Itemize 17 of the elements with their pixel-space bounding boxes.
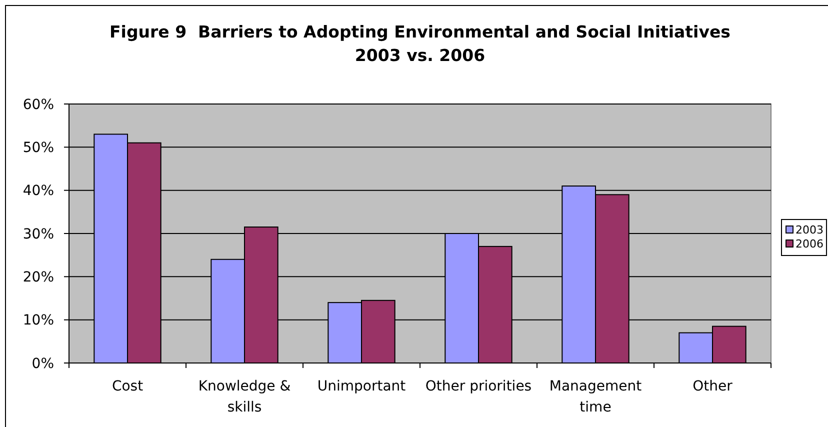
y-tick-label: 50% [22, 140, 54, 156]
y-tick-label: 30% [22, 226, 54, 242]
x-tick-label: Other [692, 378, 733, 394]
x-tick-label: Management time [549, 378, 642, 416]
y-tick-label: 0% [32, 356, 54, 372]
x-tick-label: Cost [112, 378, 144, 394]
x-tick-label: Knowledge & skills [198, 378, 291, 416]
legend-label: 2006 [796, 237, 824, 250]
chart-title: Figure 9 Barriers to Adopting Environmental and Social Initiatives [110, 22, 731, 42]
y-tick-label: 60% [22, 96, 54, 113]
x-tick-label: Other priorities [425, 378, 532, 394]
y-tick-label: 20% [22, 270, 54, 286]
x-tick-label: Unimportant [317, 378, 406, 394]
legend-label: 2003 [796, 223, 824, 236]
y-tick-label: 10% [22, 312, 54, 329]
y-tick-label: 40% [22, 183, 54, 200]
chart-subtitle: 2003 vs. 2006 [354, 46, 486, 65]
